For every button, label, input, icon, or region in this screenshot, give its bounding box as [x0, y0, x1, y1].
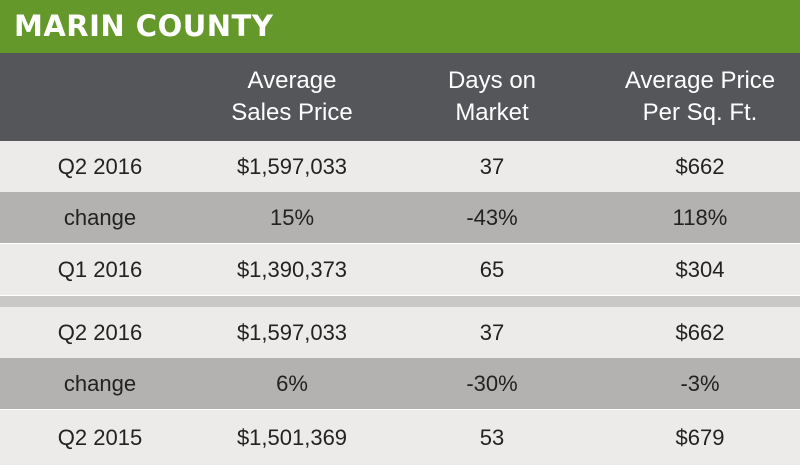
days-on-market-change: -30%	[466, 370, 518, 396]
header-cell-average-sales-price: Average Sales Price	[200, 53, 384, 141]
average-sales-price-value: $1,390,373	[236, 256, 348, 282]
price-per-sqft-value: $304	[675, 256, 725, 282]
row-label: Q1 2016	[57, 256, 143, 282]
average-sales-price-change: 15%	[269, 204, 315, 230]
table-row: Q2 2016 $1,597,033 37 $662	[0, 141, 800, 192]
table-row-change: change 6% -30% -3%	[0, 358, 800, 409]
price-per-sqft-change: -3%	[680, 370, 720, 396]
days-on-market-value: 65	[479, 256, 505, 282]
price-per-sqft-change: 118%	[672, 204, 728, 230]
average-sales-price-change: 6%	[276, 370, 308, 396]
average-sales-price-value: $1,501,369	[236, 424, 348, 450]
header-ppsf-line1: Average Price	[624, 67, 776, 94]
row-label: Q2 2016	[57, 153, 143, 179]
average-sales-price-value: $1,597,033	[236, 319, 348, 345]
header-cell-label	[0, 53, 200, 141]
price-per-sqft-value: $679	[675, 424, 725, 450]
table-row: Q2 2016 $1,597,033 37 $662	[0, 307, 800, 358]
group-separator	[0, 296, 800, 307]
header-days-line2: Market	[455, 99, 529, 126]
days-on-market-value: 37	[479, 153, 505, 179]
days-on-market-value: 53	[479, 424, 505, 450]
days-on-market-change: -43%	[466, 204, 518, 230]
row-label: Q2 2016	[57, 319, 143, 345]
header-days-line1: Days on	[447, 67, 537, 94]
row-label: Q2 2015	[57, 424, 143, 450]
title-bar: MARIN COUNTY	[0, 0, 800, 53]
days-on-market-value: 37	[479, 319, 505, 345]
price-per-sqft-value: $662	[675, 319, 725, 345]
table-row: Q2 2015 $1,501,369 53 $679	[0, 410, 800, 465]
table-row: Q1 2016 $1,390,373 65 $304	[0, 244, 800, 295]
average-sales-price-value: $1,597,033	[236, 153, 348, 179]
table-header: Average Sales Price Days on Market Avera…	[0, 53, 800, 141]
table-row-change: change 15% -43% 118%	[0, 192, 800, 243]
header-cell-price-per-sqft: Average Price Per Sq. Ft.	[600, 53, 800, 141]
price-per-sqft-value: $662	[675, 153, 725, 179]
row-label: change	[63, 370, 137, 396]
header-price-line2: Sales Price	[231, 99, 353, 126]
header-ppsf-line2: Per Sq. Ft.	[642, 99, 758, 126]
header-price-line1: Average	[247, 67, 337, 94]
row-label: change	[63, 204, 137, 230]
table-title: MARIN COUNTY	[14, 9, 274, 43]
header-cell-days-on-market: Days on Market	[384, 53, 600, 141]
